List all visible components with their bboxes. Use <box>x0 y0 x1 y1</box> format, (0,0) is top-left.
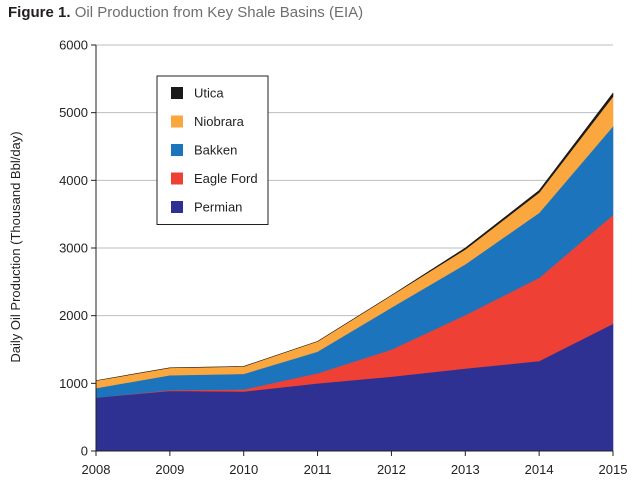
legend-label: Permian <box>194 200 242 215</box>
legend-swatch <box>171 144 183 156</box>
legend-label: Eagle Ford <box>194 171 258 186</box>
y-tick-label: 6000 <box>59 38 88 53</box>
area-utica <box>95 92 614 381</box>
legend-label: Bakken <box>194 143 237 158</box>
y-tick-label: 3000 <box>59 241 88 256</box>
legend-label: Utica <box>194 86 224 101</box>
axes: 0 1000 2000 3000 4000 5000 6000 2008 2009 2010 201… <box>59 38 627 478</box>
y-axis-label: Daily Oil Production (Thousand Bbl/day) <box>8 131 23 362</box>
legend-swatch <box>171 172 183 185</box>
y-tick-label: 4000 <box>59 173 88 188</box>
x-tick-label: 2008 <box>82 462 111 477</box>
figure-title: Figure 1. Oil Production from Key Shale … <box>8 4 363 21</box>
y-tick-label: 2000 <box>59 308 88 323</box>
x-tick-label: 2009 <box>155 462 184 477</box>
x-tick-label: 2013 <box>451 462 480 477</box>
x-tick-label: 2014 <box>525 462 554 477</box>
x-tick-label: 2015 <box>599 462 628 477</box>
y-tick-label: 5000 <box>59 105 88 120</box>
legend-label: Niobrara <box>194 114 245 129</box>
legend-swatch <box>171 201 183 213</box>
figure-title-lead: Figure 1. <box>8 4 71 21</box>
legend-swatch <box>171 87 183 99</box>
y-tick-label: 1000 <box>59 376 88 391</box>
legend-swatch <box>171 115 183 128</box>
figure-title-text: Oil Production from Key Shale Basins (EI… <box>74 4 364 21</box>
x-tick-label: 2010 <box>229 462 258 477</box>
legend: Utica Niobrara Bakken Eagle Ford Permian <box>156 75 269 225</box>
y-tick-label: 0 <box>81 444 88 459</box>
x-tick-label: 2011 <box>304 462 332 477</box>
x-tick-label: 2012 <box>377 462 406 477</box>
